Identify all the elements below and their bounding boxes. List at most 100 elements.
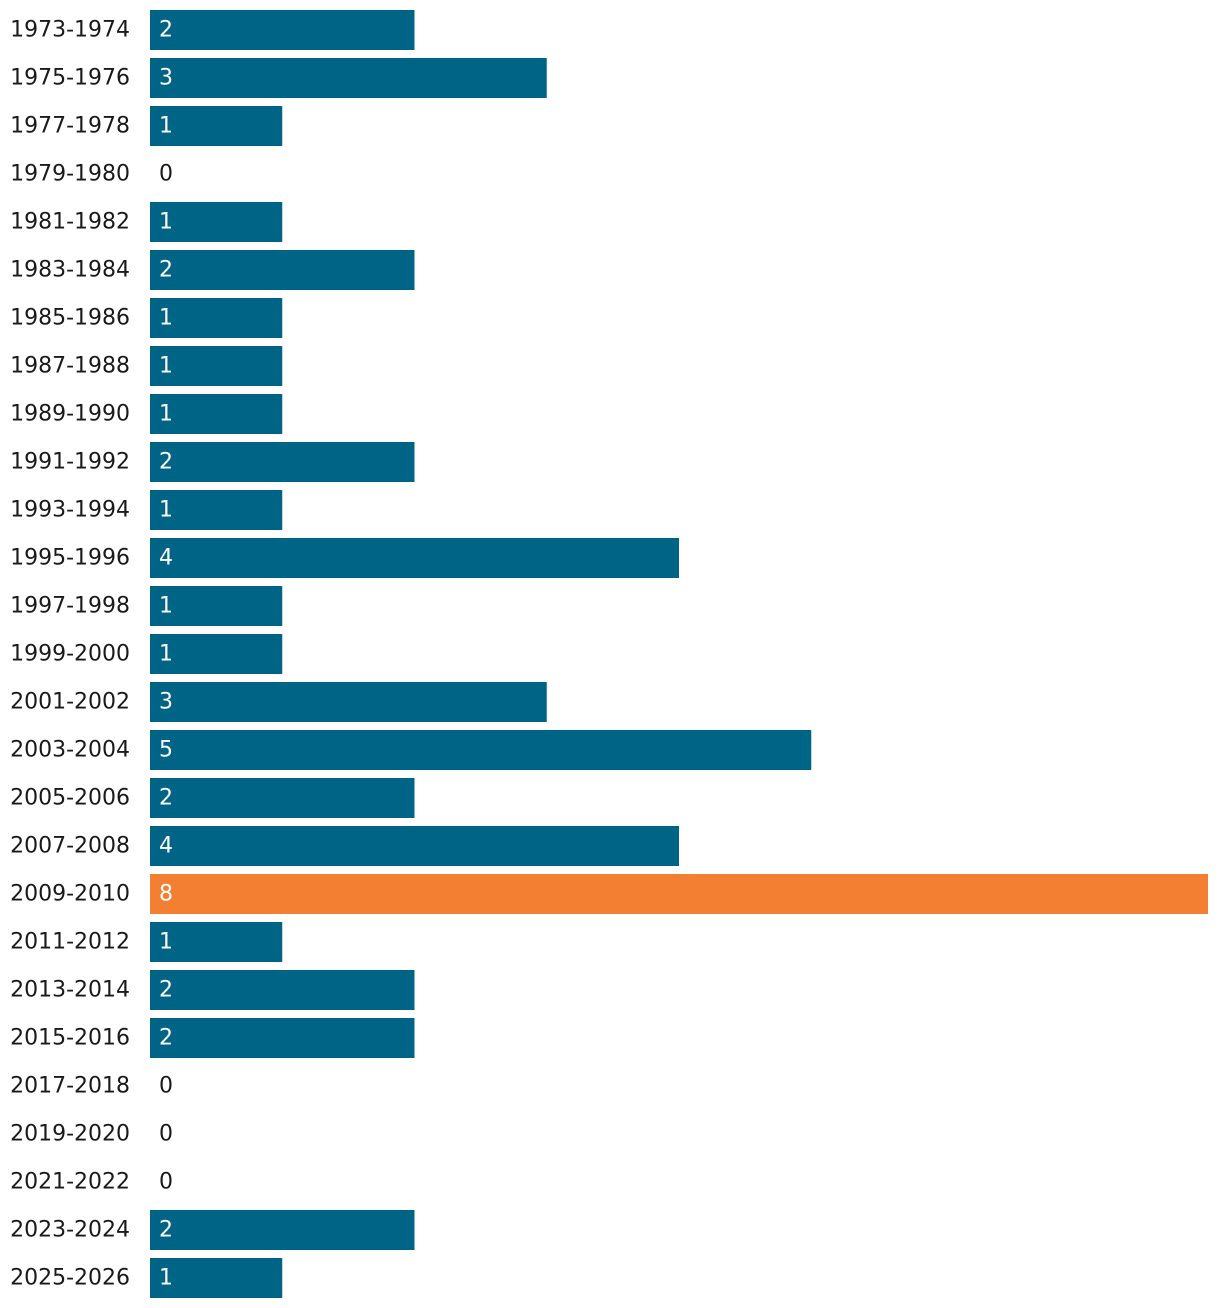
bar: [150, 10, 415, 50]
value-label: 1: [159, 114, 173, 139]
bar: [150, 538, 679, 578]
bar-row: 2005-2006 2: [10, 778, 415, 818]
category-label: 2005-2006: [10, 786, 130, 811]
value-label: 1: [159, 210, 173, 235]
category-label: 2019-2020: [10, 1122, 130, 1147]
bar: [150, 106, 283, 146]
highlighted-bar: [150, 874, 1208, 914]
bar: [150, 730, 812, 770]
category-label: 1991-1992: [10, 450, 130, 475]
value-label: 1: [159, 402, 173, 427]
bar-row: 2001-2002 3: [10, 682, 547, 722]
bar-row: 1973-1974 2: [10, 10, 415, 50]
category-label: 1979-1980: [10, 162, 130, 187]
bar-row: 1993-1994 1: [10, 490, 283, 530]
category-label: 1983-1984: [10, 258, 130, 283]
category-label: 2009-2010: [10, 882, 130, 907]
value-label: 0: [159, 1122, 173, 1147]
bar: [150, 58, 547, 98]
value-label: 0: [159, 1170, 173, 1195]
value-label: 2: [159, 786, 173, 811]
bar-row: 2009-2010 8: [10, 874, 1208, 914]
category-label: 1973-1974: [10, 18, 130, 43]
category-label: 1987-1988: [10, 354, 130, 379]
value-label: 1: [159, 594, 173, 619]
value-label: 1: [159, 1266, 173, 1291]
value-label: 8: [159, 882, 173, 907]
category-label: 2023-2024: [10, 1218, 130, 1243]
category-label: 2017-2018: [10, 1074, 130, 1099]
value-label: 2: [159, 450, 173, 475]
value-label: 0: [159, 162, 173, 187]
value-label: 3: [159, 66, 173, 91]
bar: [150, 682, 547, 722]
value-label: 1: [159, 930, 173, 955]
category-label: 1975-1976: [10, 66, 130, 91]
bar-row: 1985-1986 1: [10, 298, 283, 338]
bar-row: 1987-1988 1: [10, 346, 283, 386]
category-label: 1993-1994: [10, 498, 130, 523]
bar-row: 1975-1976 3: [10, 58, 547, 98]
bar: [150, 394, 283, 434]
value-label: 1: [159, 354, 173, 379]
value-label: 4: [159, 834, 173, 859]
bar: [150, 970, 415, 1010]
bar-row: 1999-2000 1: [10, 634, 283, 674]
value-label: 1: [159, 642, 173, 667]
value-label: 2: [159, 978, 173, 1003]
bar: [150, 586, 283, 626]
bar: [150, 778, 415, 818]
value-label: 2: [159, 1026, 173, 1051]
bar-row: 1981-1982 1: [10, 202, 283, 242]
bar-row: 1991-1992 2: [10, 442, 415, 482]
value-label: 2: [159, 1218, 173, 1243]
category-label: 1995-1996: [10, 546, 130, 571]
value-label: 0: [159, 1074, 173, 1099]
bar-row: 2007-2008 4: [10, 826, 679, 866]
bar-row: 1977-1978 1: [10, 106, 283, 146]
category-label: 2015-2016: [10, 1026, 130, 1051]
bar-row: 1995-1996 4: [10, 538, 679, 578]
bar-row: 2019-2020 0: [10, 1122, 173, 1147]
bar-row: 1979-1980 0: [10, 162, 173, 187]
category-label: 1981-1982: [10, 210, 130, 235]
bar-row: 2003-2004 5: [10, 730, 812, 770]
bar-row: 2021-2022 0: [10, 1170, 173, 1195]
bar: [150, 442, 415, 482]
category-label: 2021-2022: [10, 1170, 130, 1195]
category-label: 2007-2008: [10, 834, 130, 859]
bar-row: 2025-2026 1: [10, 1258, 283, 1298]
value-label: 3: [159, 690, 173, 715]
value-label: 1: [159, 306, 173, 331]
bar: [150, 490, 283, 530]
bar: [150, 298, 283, 338]
bar-row: 1997-1998 1: [10, 586, 283, 626]
bar: [150, 1018, 415, 1058]
bar: [150, 826, 679, 866]
value-label: 2: [159, 258, 173, 283]
category-label: 2013-2014: [10, 978, 130, 1003]
bar: [150, 346, 283, 386]
bar-row: 2013-2014 2: [10, 970, 415, 1010]
category-label: 2001-2002: [10, 690, 130, 715]
category-label: 1997-1998: [10, 594, 130, 619]
category-label: 2025-2026: [10, 1266, 130, 1291]
bar-row: 2023-2024 2: [10, 1210, 415, 1250]
value-label: 4: [159, 546, 173, 571]
bar-row: 2015-2016 2: [10, 1018, 415, 1058]
category-label: 1977-1978: [10, 114, 130, 139]
value-label: 1: [159, 498, 173, 523]
category-label: 1989-1990: [10, 402, 130, 427]
category-label: 1985-1986: [10, 306, 130, 331]
bar-rows: 1973-1974 2 1975-1976 3 1977-1978 1 1979-1980 0…: [10, 10, 1208, 1298]
bar: [150, 202, 283, 242]
bar: [150, 634, 283, 674]
category-label: 2003-2004: [10, 738, 130, 763]
bar: [150, 1258, 283, 1298]
category-label: 1999-2000: [10, 642, 130, 667]
bar-row: 2011-2012 1: [10, 922, 283, 962]
bar: [150, 1210, 415, 1250]
category-label: 2011-2012: [10, 930, 130, 955]
bar: [150, 250, 415, 290]
